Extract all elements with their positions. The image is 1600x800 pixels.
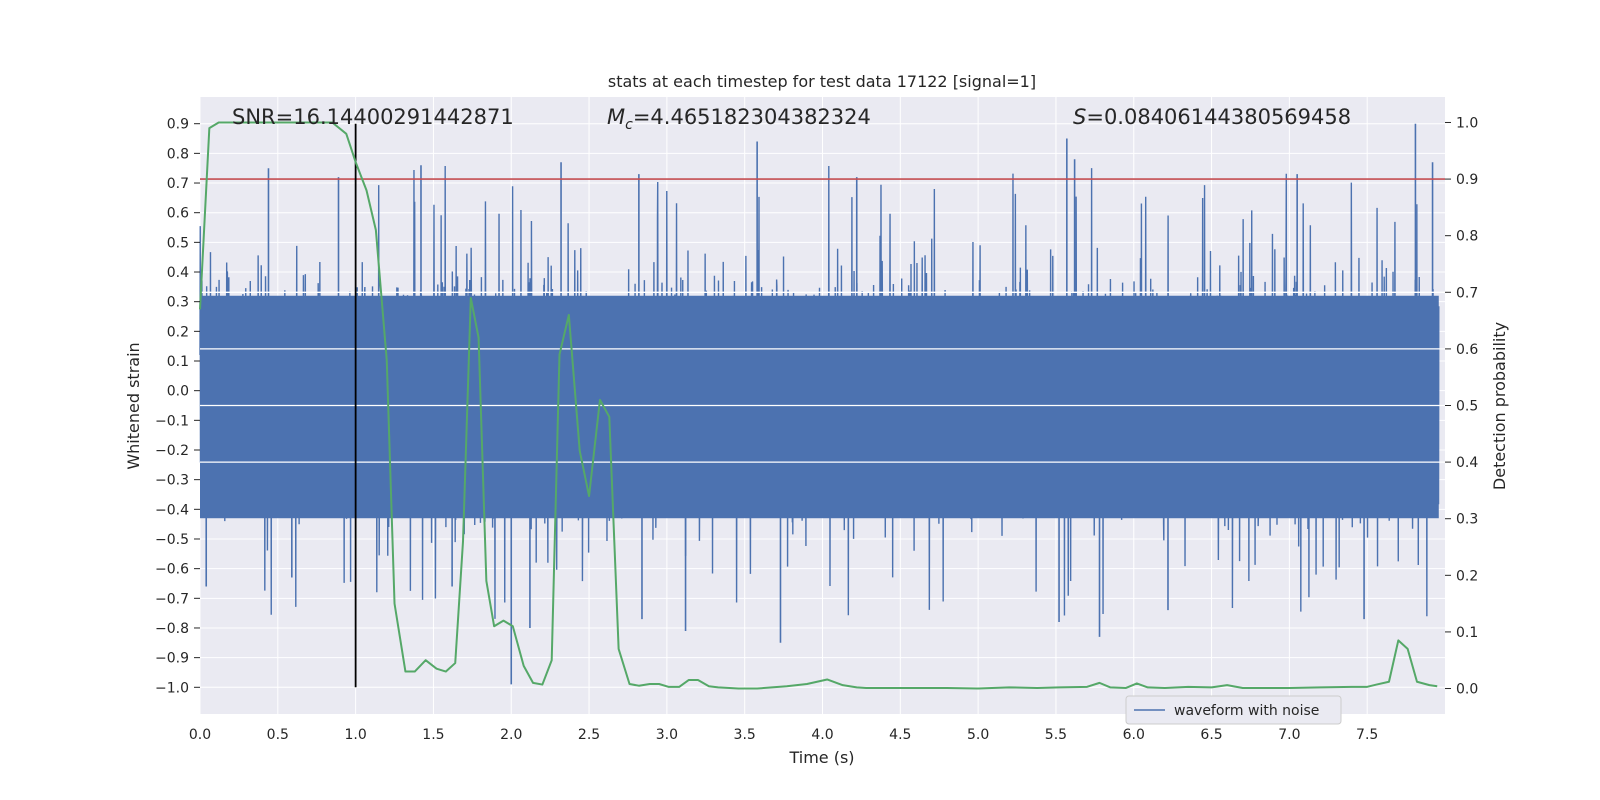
y-left-tick-label: 0.3 [167, 295, 189, 311]
y-right-tick-label: 0.3 [1456, 512, 1478, 528]
y-right-tick-label: 0.0 [1456, 682, 1478, 698]
y-left-tick-label: −0.1 [155, 413, 189, 429]
x-tick-label: 1.0 [344, 727, 366, 743]
s-annotation: S=0.08406144380569458 [1073, 105, 1351, 129]
y-right-tick-label: 0.7 [1456, 285, 1478, 301]
y-axis-label-right: Detection probability [1490, 322, 1509, 490]
chart-title: stats at each timestep for test data 171… [608, 72, 1036, 91]
x-tick-label: 7.5 [1356, 727, 1378, 743]
y-right-tick-label: 0.1 [1456, 625, 1478, 641]
waveform-series [199, 123, 1440, 685]
y-left-tick-label: −0.4 [155, 502, 189, 518]
x-tick-label: 5.5 [1045, 727, 1067, 743]
axes: 0.0 0.5 1.0 1.5 2.0 2.5 3.0 3.5 4.0 4.5 5.0 5.5 6.0 6… [155, 115, 1478, 743]
s-symbol: S [1073, 105, 1086, 129]
s-value: =0.08406144380569458 [1086, 105, 1351, 129]
x-tick-label: 0.0 [189, 727, 211, 743]
y-right-tick-label: 0.4 [1456, 455, 1478, 471]
x-tick-label: 7.0 [1278, 727, 1300, 743]
chirp-mass-annotation: Mc=4.465182304382324 [607, 105, 871, 133]
x-tick-label: 6.5 [1200, 727, 1222, 743]
y-left-tick-label: 0.5 [167, 235, 189, 251]
chirp-mass-symbol: M [607, 105, 625, 129]
x-tick-label: 4.5 [889, 727, 911, 743]
x-tick-label: 3.5 [734, 727, 756, 743]
legend-box [1125, 695, 1342, 725]
snr-annotation: SNR=16.14400291442871 [232, 105, 514, 129]
y-left-tick-label: 0.8 [167, 146, 189, 162]
y-right-tick-label: 0.6 [1456, 342, 1478, 358]
y-left-tick-label: 0.9 [167, 117, 189, 133]
y-left-tick-label: 0.7 [167, 176, 189, 192]
y-left-tick-label: −0.7 [155, 591, 189, 607]
y-left-tick-label: 0.6 [167, 206, 189, 222]
x-tick-label: 4.0 [811, 727, 833, 743]
x-axis-label: Time (s) [788, 748, 854, 767]
waveform-dense-band [200, 295, 1439, 519]
y-right-tick-label: 0.8 [1456, 229, 1478, 245]
y-left-tick-label: −0.2 [155, 443, 189, 459]
y-right-tick-label: 0.9 [1456, 172, 1478, 188]
y-axis-label-left: Whitened strain [124, 342, 143, 469]
y-left-tick-label: 0.2 [167, 324, 189, 340]
x-tick-label: 5.0 [967, 727, 989, 743]
y-left-tick-label: 0.4 [167, 265, 189, 281]
overlay [199, 121, 1445, 690]
x-tick-label: 6.0 [1123, 727, 1145, 743]
detection-probability-line [199, 121, 1438, 690]
y-left-tick-label: −0.9 [155, 651, 189, 667]
x-tick-label: 2.0 [500, 727, 522, 743]
y-left-tick-label: −0.5 [155, 532, 189, 548]
x-tick-label: 2.5 [578, 727, 600, 743]
y-right-tick-label: 0.2 [1456, 568, 1478, 584]
y-left-tick-label: −0.8 [155, 621, 189, 637]
legend-label-waveform: waveform with noise [1174, 703, 1319, 719]
y-right-tick-label: 0.5 [1456, 399, 1478, 415]
chirp-mass-value: =4.465182304382324 [633, 105, 871, 129]
y-left-tick-label: −1.0 [155, 680, 189, 696]
x-tick-label: 1.5 [422, 727, 444, 743]
x-tick-label: 3.0 [656, 727, 678, 743]
legend: waveform with noise [1125, 695, 1342, 725]
y-left-tick-label: 0.0 [167, 384, 189, 400]
x-tick-label: 0.5 [267, 727, 289, 743]
chirp-mass-subscript: c [625, 117, 633, 133]
y-left-tick-label: −0.3 [155, 473, 189, 489]
y-right-tick-label: 1.0 [1456, 115, 1478, 131]
y-left-tick-label: 0.1 [167, 354, 189, 370]
y-left-tick-label: −0.6 [155, 562, 189, 578]
